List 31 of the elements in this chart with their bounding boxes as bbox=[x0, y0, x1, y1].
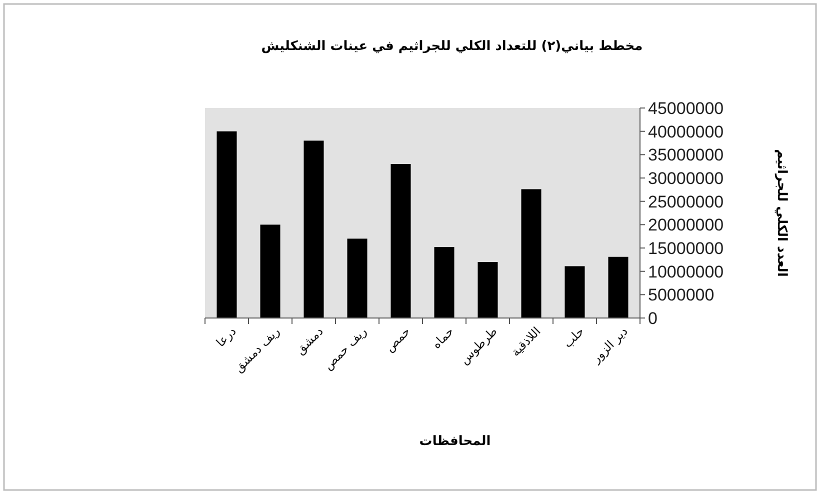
y-tick-label: 15000000 bbox=[648, 239, 724, 258]
x-tick-label: درعا bbox=[213, 324, 239, 350]
x-tick-label: طرطوس bbox=[457, 324, 500, 368]
bar bbox=[304, 140, 324, 318]
bar bbox=[608, 256, 628, 318]
bar bbox=[564, 266, 585, 318]
chart-title: مخطط بياني(٢) للتعداد الكلي للجراثيم في عينات الشنكليش bbox=[261, 39, 643, 54]
y-tick-label: 5000000 bbox=[648, 286, 714, 305]
x-axis-title: المحافظات bbox=[419, 434, 491, 449]
y-tick-label: 25000000 bbox=[648, 192, 724, 212]
y-axis-title: العدد الكلي للجراثيم bbox=[774, 149, 789, 277]
x-tick-label: دير الزور bbox=[588, 324, 630, 366]
y-tick-label: 30000000 bbox=[648, 169, 724, 188]
y-tick-label: 0 bbox=[648, 309, 658, 328]
bar bbox=[521, 189, 542, 318]
bar bbox=[347, 238, 368, 318]
y-tick-label: 35000000 bbox=[648, 146, 724, 165]
y-tick-label: 10000000 bbox=[648, 262, 724, 282]
bar bbox=[478, 262, 498, 318]
x-tick-label: حلب bbox=[560, 324, 587, 351]
y-tick-label: 40000000 bbox=[648, 122, 724, 142]
y-tick-label: 20000000 bbox=[648, 216, 724, 235]
x-tick-label: حمص bbox=[382, 324, 413, 355]
x-tick-label: حماه bbox=[429, 324, 456, 352]
bar bbox=[216, 131, 237, 318]
bar bbox=[260, 224, 280, 318]
x-tick-label: دمشق bbox=[293, 324, 326, 358]
x-tick-label: اللاذقية bbox=[508, 324, 544, 360]
bar bbox=[390, 164, 411, 318]
bar bbox=[434, 247, 454, 318]
y-tick-label: 45000000 bbox=[648, 99, 724, 118]
